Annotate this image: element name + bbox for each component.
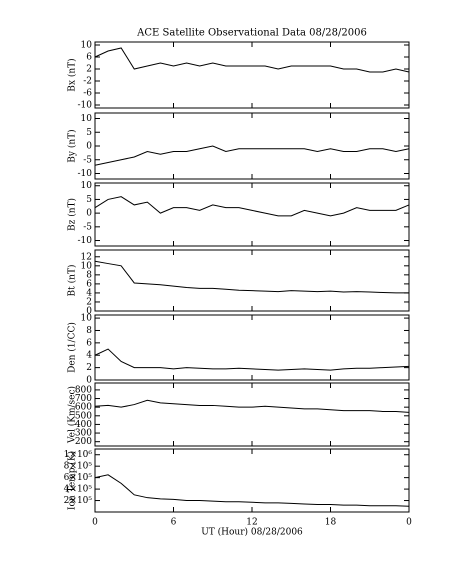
data-line bbox=[94, 196, 410, 217]
y-tick-label: -10 bbox=[78, 101, 93, 111]
panel-frame bbox=[94, 314, 410, 381]
y-tick-label: -2 bbox=[83, 77, 92, 87]
y-tick-label: -10 bbox=[78, 236, 93, 246]
data-line bbox=[94, 145, 410, 166]
y-tick-label: 10 bbox=[81, 41, 93, 51]
y-tick-label: 300 bbox=[75, 429, 92, 439]
y-tick-label: 5 bbox=[86, 195, 92, 205]
y-tick-label: 0 bbox=[86, 142, 92, 152]
y-tick-label: 4 bbox=[86, 351, 92, 361]
y-tick-label: -5 bbox=[83, 222, 92, 232]
data-line bbox=[94, 399, 410, 413]
y-tick-label: 10 bbox=[81, 314, 93, 324]
y-tick-label: 500 bbox=[75, 411, 92, 421]
y-tick-label: 8 bbox=[86, 326, 92, 336]
y-axis-label: Bt (nT) bbox=[67, 265, 78, 297]
data-line bbox=[94, 348, 410, 371]
x-tick-label: 12 bbox=[246, 518, 257, 528]
y-tick-label: 2 bbox=[86, 65, 92, 75]
y-tick-label: 4×10⁵ bbox=[64, 485, 93, 495]
y-tick-label: 0 bbox=[86, 209, 92, 219]
y-tick-label: 800 bbox=[75, 385, 92, 395]
y-tick-label: 700 bbox=[75, 394, 92, 404]
y-tick-label: 2 bbox=[86, 363, 92, 373]
chart-title: ACE Satellite Observational Data 08/28/2… bbox=[136, 28, 367, 39]
panel-frame bbox=[94, 41, 410, 109]
y-tick-label: 6 bbox=[86, 53, 92, 63]
x-tick-label: 0 bbox=[92, 518, 98, 528]
panel-frame bbox=[94, 112, 410, 180]
y-tick-label: -10 bbox=[78, 169, 93, 179]
y-tick-label: 0 bbox=[86, 376, 92, 386]
data-line bbox=[94, 47, 410, 73]
x-tick-label: 0 bbox=[406, 518, 412, 528]
x-axis-label: UT (Hour) 08/28/2006 bbox=[201, 527, 303, 538]
y-axis-label: Bx (nT) bbox=[67, 58, 78, 91]
y-axis-label: Bz (nT) bbox=[67, 198, 78, 231]
y-tick-label: 2 bbox=[86, 297, 92, 307]
y-tick-label: 10 bbox=[81, 181, 93, 191]
panel-frame bbox=[94, 249, 410, 312]
data-line bbox=[94, 474, 410, 507]
y-tick-label: 12 bbox=[81, 252, 92, 262]
y-tick-label: 10 bbox=[81, 261, 93, 271]
y-tick-label: 400 bbox=[75, 420, 92, 430]
y-tick-label: 6 bbox=[86, 338, 92, 348]
y-tick-label: 6 bbox=[86, 279, 92, 289]
y-axis-label: Ion Temp (K) bbox=[67, 451, 78, 510]
y-tick-label: 200 bbox=[75, 437, 92, 447]
y-tick-label: 6×10⁵ bbox=[64, 473, 93, 483]
y-tick-label: 10 bbox=[81, 114, 93, 124]
data-line bbox=[94, 260, 409, 294]
y-tick-label: -5 bbox=[83, 155, 92, 165]
y-tick-label: 600 bbox=[75, 403, 92, 413]
x-tick-label: 18 bbox=[325, 518, 337, 528]
x-tick-label: 6 bbox=[171, 518, 177, 528]
y-tick-label: 1×10⁶ bbox=[64, 450, 93, 460]
panel-frame bbox=[94, 382, 410, 447]
y-tick-label: 5 bbox=[86, 128, 92, 138]
y-axis-label: By (nT) bbox=[67, 129, 78, 162]
y-tick-label: 8 bbox=[86, 270, 92, 280]
y-tick-label: -6 bbox=[83, 89, 92, 99]
y-axis-label: Vel (Km/sec) bbox=[67, 386, 78, 444]
y-tick-label: 2×10⁵ bbox=[64, 496, 93, 506]
y-tick-label: 0 bbox=[86, 307, 92, 317]
y-tick-label: 4 bbox=[86, 288, 92, 298]
y-axis-label: Den (1/CC) bbox=[67, 322, 78, 373]
panel-frame bbox=[94, 182, 410, 247]
y-tick-label: 8×10⁵ bbox=[64, 462, 93, 472]
